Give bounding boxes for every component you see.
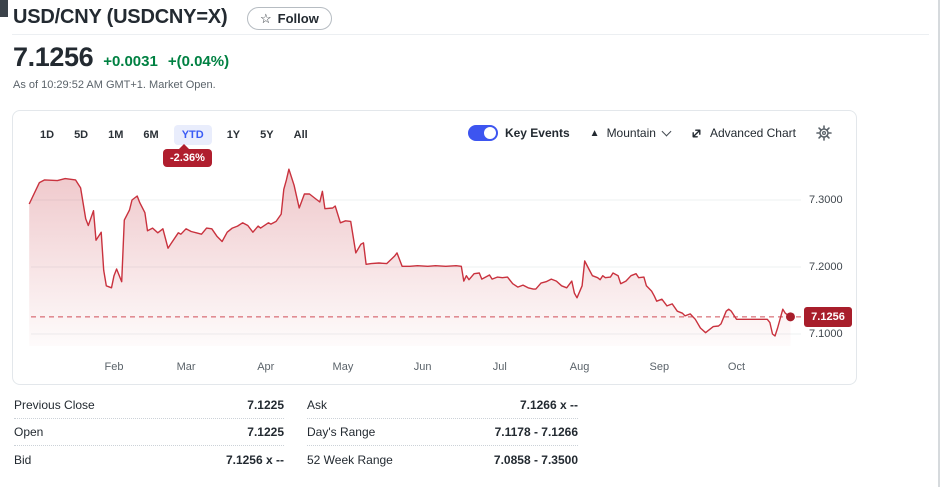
x-axis-month-label: May: [332, 361, 354, 373]
chart-type-label: Mountain: [606, 126, 656, 140]
stat-row: 52 Week Range 7.0858 - 7.3500: [307, 446, 578, 473]
stat-row: Ask 7.1266 x --: [307, 392, 578, 419]
current-price: 7.1256: [13, 42, 94, 72]
stat-label: Bid: [14, 452, 32, 467]
range-tab-1m[interactable]: 1M: [108, 129, 124, 141]
x-axis-month-label: Aug: [569, 361, 590, 373]
key-events-control[interactable]: Key Events: [467, 125, 570, 141]
ytd-change-badge: -2.36%: [163, 144, 212, 167]
chart-settings-button[interactable]: [816, 125, 832, 141]
x-axis-month-label: Mar: [176, 361, 196, 373]
current-price-badge: 7.1256: [804, 307, 852, 327]
screenshot-corner-artifact: [0, 0, 8, 17]
chart-card: 1D 5D 1M 6M YTD 1Y 5Y All -2.36% Key Events ▲ M…: [12, 110, 857, 385]
y-axis-tick-label: 7.1000: [809, 327, 843, 340]
x-axis-month-label: Oct: [727, 361, 746, 373]
y-axis-tick-label: 7.2000: [809, 260, 843, 273]
stat-value: 7.1178 - 7.1266: [494, 425, 578, 439]
price-chart-svg: [28, 168, 801, 346]
advanced-chart-button[interactable]: Advanced Chart: [690, 126, 796, 140]
x-axis-month-label: Feb: [104, 361, 124, 373]
as-of-timestamp: As of 10:29:52 AM GMT+1. Market Open.: [13, 79, 216, 91]
chart-controls: Key Events ▲ Mountain Advanced Chart: [467, 125, 832, 141]
expand-arrow-icon: [692, 129, 701, 137]
toggle-knob: [483, 127, 496, 139]
chevron-down-icon: [661, 126, 672, 136]
range-tab-1y[interactable]: 1Y: [226, 129, 241, 141]
range-tab-all[interactable]: All: [293, 129, 308, 141]
x-axis-month-label: Jul: [492, 361, 507, 373]
window-edge-divider: [938, 0, 940, 487]
follow-button-label: Follow: [277, 11, 319, 26]
advanced-chart-label: Advanced Chart: [709, 126, 796, 140]
stat-row: Open 7.1225: [14, 419, 284, 446]
gear-icon: [816, 125, 832, 141]
stat-label: 52 Week Range: [307, 452, 393, 467]
range-tab-6m[interactable]: 6M: [143, 129, 159, 141]
stat-row: Day's Range 7.1178 - 7.1266: [307, 419, 578, 446]
key-events-toggle[interactable]: [467, 125, 498, 141]
stat-value: 7.1225: [247, 398, 284, 412]
range-tabs: 1D 5D 1M 6M YTD 1Y 5Y All: [35, 125, 313, 145]
star-icon: ☆: [260, 10, 272, 26]
range-tab-5d[interactable]: 5D: [74, 129, 89, 141]
key-events-label: Key Events: [504, 126, 570, 140]
chart-type-dropdown[interactable]: ▲ Mountain: [589, 126, 672, 140]
follow-button[interactable]: ☆ Follow: [247, 7, 332, 30]
y-axis-tick-label: 7.3000: [809, 193, 843, 206]
x-axis-month-label: Sep: [649, 361, 670, 373]
stats-column-right: Ask 7.1266 x -- Day's Range 7.1178 - 7.1266…: [307, 392, 578, 473]
range-tab-ytd[interactable]: YTD: [173, 125, 212, 145]
stats-column-left: Previous Close 7.1225 Open 7.1225 Bid 7.1256 …: [14, 392, 284, 473]
stat-row: Bid 7.1256 x --: [14, 446, 284, 473]
stat-row: Previous Close 7.1225: [14, 392, 284, 419]
stat-label: Ask: [307, 398, 328, 412]
mountain-area: [29, 169, 791, 346]
quote-row: 7.1256 +0.0031 +(0.04%): [13, 42, 229, 73]
price-change: +0.0031: [103, 53, 158, 70]
x-axis-month-label: Apr: [257, 361, 275, 373]
stat-label: Day's Range: [307, 425, 376, 439]
stat-value: 7.1266 x --: [519, 398, 578, 412]
stat-label: Open: [14, 425, 44, 439]
stat-label: Previous Close: [14, 398, 95, 412]
range-tab-1d[interactable]: 1D: [40, 129, 55, 141]
stat-value: 7.1256 x --: [225, 452, 284, 467]
price-line: [28, 168, 791, 337]
x-axis-month-label: Jun: [413, 361, 432, 373]
mountain-icon: ▲: [589, 127, 600, 139]
price-change-percent: +(0.04%): [167, 53, 230, 70]
page-title: USD/CNY (USDCNY=X): [13, 6, 228, 28]
range-tab-5y[interactable]: 5Y: [260, 129, 274, 141]
stat-value: 7.1225: [247, 425, 284, 439]
last-price-dot: [785, 312, 795, 322]
header-divider: [12, 34, 929, 35]
stat-value: 7.0858 - 7.3500: [493, 452, 578, 467]
